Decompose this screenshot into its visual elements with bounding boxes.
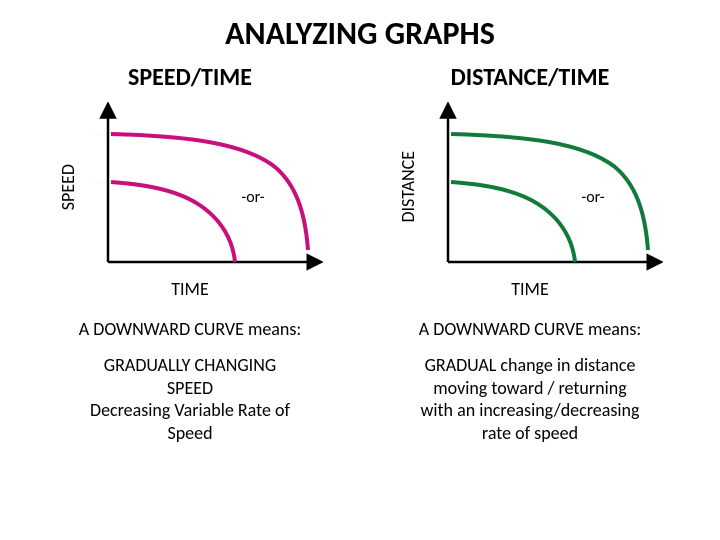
right-ylabel: DISTANCE: [397, 151, 419, 223]
left-column: SPEED/TIME SPEED -or- TIME A DOWNWARD CU…: [25, 63, 355, 444]
left-header: SPEED/TIME: [128, 63, 252, 92]
left-curve-2: [111, 182, 235, 262]
right-column: DISTANCE/TIME DISTANCE -or- TIME A DOWNW…: [365, 63, 695, 444]
left-plot-wrap: SPEED -or-: [57, 102, 323, 272]
left-caption: A DOWNWARD CURVE means:: [79, 318, 301, 340]
left-ylabel: SPEED: [57, 164, 79, 210]
right-curve-2: [451, 182, 575, 262]
right-explain: GRADUAL change in distance moving toward…: [415, 354, 646, 444]
right-curve-1: [451, 134, 648, 250]
left-xlabel: TIME: [171, 278, 209, 300]
left-explain: GRADUALLY CHANGING SPEED Decreasing Vari…: [84, 354, 296, 444]
right-plot: -or-: [423, 102, 663, 272]
right-caption: A DOWNWARD CURVE means:: [419, 318, 641, 340]
page-title: ANALYZING GRAPHS: [0, 0, 720, 63]
left-or-label: -or-: [241, 188, 264, 207]
right-header: DISTANCE/TIME: [451, 63, 610, 92]
right-xlabel: TIME: [511, 278, 549, 300]
columns: SPEED/TIME SPEED -or- TIME A DOWNWARD CU…: [0, 63, 720, 444]
right-or-label: -or-: [581, 188, 604, 207]
left-plot: -or-: [83, 102, 323, 272]
left-curve-1: [111, 134, 308, 250]
right-plot-wrap: DISTANCE -or-: [397, 102, 663, 272]
